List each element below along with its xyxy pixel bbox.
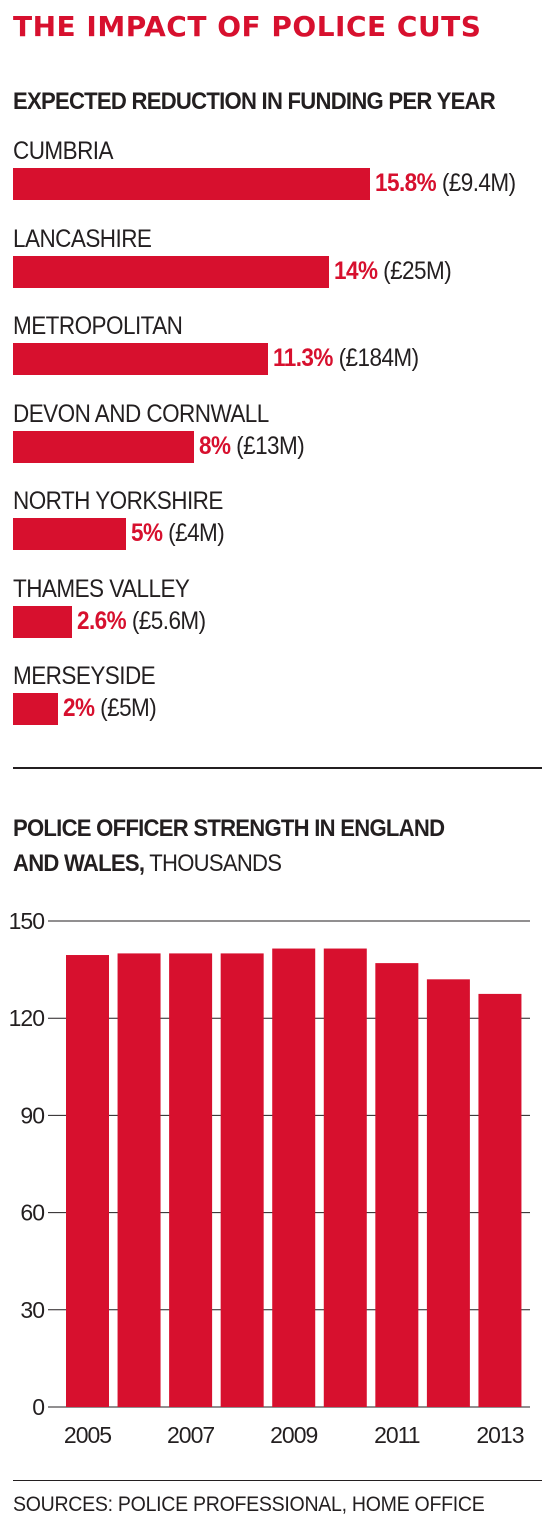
x-tick-label: 2005 (64, 1422, 111, 1448)
funding-chart-title: EXPECTED REDUCTION IN FUNDING PER YEAR (13, 88, 496, 115)
y-tick-label: 120 (9, 1005, 45, 1031)
x-tick-label: 2009 (270, 1422, 317, 1448)
reduction-amount: (£25M) (377, 256, 453, 285)
y-tick-label: 90 (20, 1102, 44, 1128)
funding-bar (13, 343, 269, 375)
x-tick-label: 2007 (167, 1422, 214, 1448)
strength-chart-title-region: AND WALES, (13, 850, 145, 877)
strength-bar (478, 993, 522, 1407)
funding-bar (13, 255, 330, 288)
officer-strength-chart: 0 30 60 90 120 150 2005 2007 2009 2011 2013 (9, 908, 530, 1448)
reduction-percent: 2% (63, 694, 95, 722)
strength-bar (66, 955, 109, 1407)
reduction-amount: (£184M) (333, 344, 420, 372)
force-label: MERSEYSIDE (13, 662, 156, 690)
force-label: LANCASHIRE (13, 224, 152, 253)
reduction-amount: (£5M) (94, 694, 157, 722)
funding-row: DEVON AND CORNWALL 8% (£13M) (13, 400, 543, 480)
section-divider (13, 767, 542, 769)
force-label: DEVON AND CORNWALL (13, 399, 269, 428)
reduction-percent: 14% (334, 256, 378, 285)
funding-bar (13, 693, 59, 725)
reduction-amount: (£5.6M) (125, 606, 206, 635)
page-title: THE IMPACT OF POLICE CUTS (13, 10, 482, 43)
strength-chart-title-line2: AND WALES, THOUSANDS (13, 850, 282, 878)
funding-row: LANCASHIRE 14% (£25M) (13, 225, 543, 305)
strength-bar (117, 953, 161, 1407)
funding-bar (13, 168, 371, 200)
strength-bar (375, 963, 419, 1407)
funding-row: CUMBRIA 15.8% (£9.4M) (13, 137, 543, 217)
funding-value-label: 8% (£13M) (198, 431, 305, 461)
y-tick-label: 30 (20, 1297, 44, 1323)
strength-bar (169, 953, 213, 1407)
reduction-amount: (£4M) (162, 519, 225, 547)
funding-bar (13, 605, 72, 638)
y-tick-label: 150 (9, 908, 45, 934)
funding-row: METROPOLITAN 11.3% (£184M) (13, 312, 543, 392)
strength-bar (426, 979, 470, 1407)
funding-value-label: 2.6% (£5.6M) (77, 607, 206, 636)
strength-chart-title-line1: POLICE OFFICER STRENGTH IN ENGLAND (13, 815, 445, 842)
funding-value-label: 11.3% (£184M) (273, 344, 419, 373)
reduction-percent: 5% (131, 519, 163, 547)
reduction-percent: 2.6% (76, 606, 127, 635)
funding-value-label: 15.8% (£9.4M) (375, 169, 516, 198)
x-tick-label: 2013 (476, 1422, 523, 1448)
sources-note: SOURCES: POLICE PROFESSIONAL, HOME OFFIC… (13, 1493, 485, 1516)
funding-row: MERSEYSIDE 2% (£5M) (13, 662, 543, 742)
funding-bar (13, 430, 194, 463)
force-label: CUMBRIA (13, 137, 114, 165)
reduction-amount: (£13M) (230, 431, 305, 460)
sources-divider (13, 1480, 542, 1481)
force-label: METROPOLITAN (13, 312, 183, 340)
reduction-percent: 11.3% (273, 344, 334, 372)
force-label: NORTH YORKSHIRE (13, 487, 223, 515)
reduction-amount: (£9.4M) (436, 169, 516, 197)
funding-bar (13, 518, 126, 550)
x-tick-label: 2011 (374, 1422, 420, 1448)
strength-bar (323, 948, 367, 1407)
reduction-percent: 15.8% (375, 169, 437, 197)
funding-row: NORTH YORKSHIRE 5% (£4M) (13, 487, 543, 567)
strength-chart-unit: THOUSANDS (144, 850, 282, 877)
funding-value-label: 5% (£4M) (131, 519, 225, 548)
funding-value-label: 14% (£25M) (334, 256, 453, 286)
y-tick-label: 0 (32, 1394, 44, 1420)
y-tick-label: 60 (20, 1200, 44, 1226)
funding-value-label: 2% (£5M) (63, 694, 157, 723)
strength-bar (220, 953, 264, 1407)
funding-row: THAMES VALLEY 2.6% (£5.6M) (13, 575, 543, 655)
force-label: THAMES VALLEY (13, 574, 190, 603)
strength-bar (272, 948, 316, 1407)
reduction-percent: 8% (198, 431, 231, 460)
